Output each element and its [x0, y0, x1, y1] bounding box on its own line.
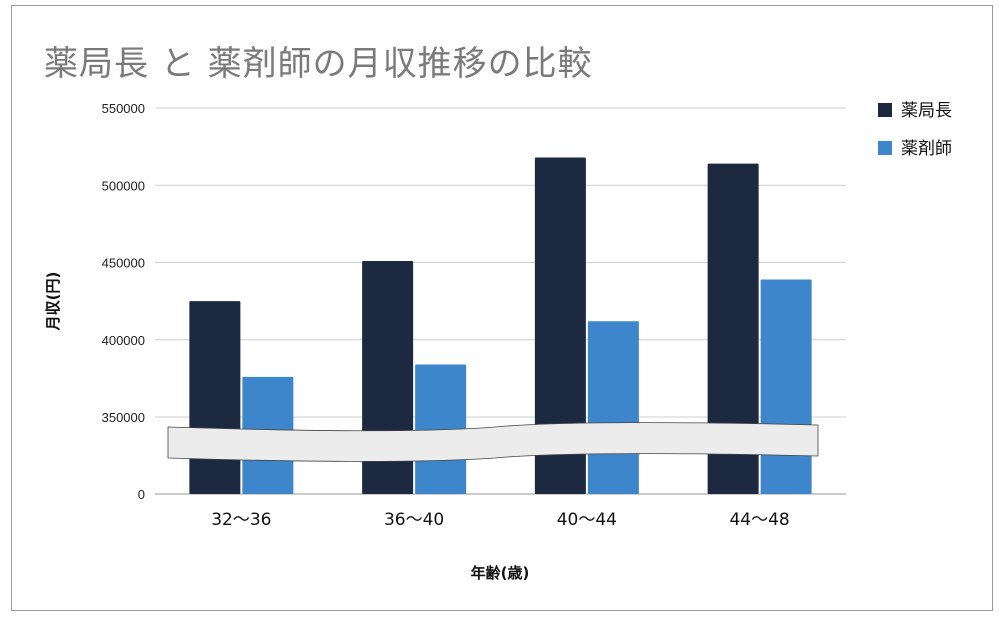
y-tick-label: 0 [138, 487, 145, 502]
x-tick-label: 40〜44 [557, 510, 617, 530]
chart-frame [11, 5, 993, 611]
x-tick-label: 36〜40 [384, 510, 444, 530]
x-tick-label: 32〜36 [211, 510, 271, 530]
bar-series-1 [534, 157, 586, 494]
bar-series-1 [189, 301, 241, 494]
y-axis-label: 月収(円) [44, 272, 62, 332]
y-tick-label: 550000 [102, 101, 145, 116]
chart-title: 薬局長 と 薬剤師の月収推移の比較 [44, 44, 593, 84]
legend-label: 薬剤師 [901, 139, 952, 159]
y-tick-label: 500000 [102, 178, 145, 193]
y-tick-label: 450000 [102, 256, 145, 271]
x-axis-label: 年齢(歳) [471, 564, 530, 582]
bar-series-2 [760, 279, 812, 494]
legend-label: 薬局長 [901, 101, 952, 121]
bar-series-2 [587, 321, 639, 494]
legend-swatch [878, 103, 892, 117]
bar-series-1 [707, 163, 759, 494]
bar-series-2 [415, 364, 467, 494]
legend-swatch [878, 141, 892, 155]
axis-break-band [167, 422, 819, 462]
x-tick-label: 44〜48 [729, 510, 789, 530]
y-tick-label: 350000 [102, 410, 145, 425]
y-tick-label: 400000 [102, 333, 145, 348]
